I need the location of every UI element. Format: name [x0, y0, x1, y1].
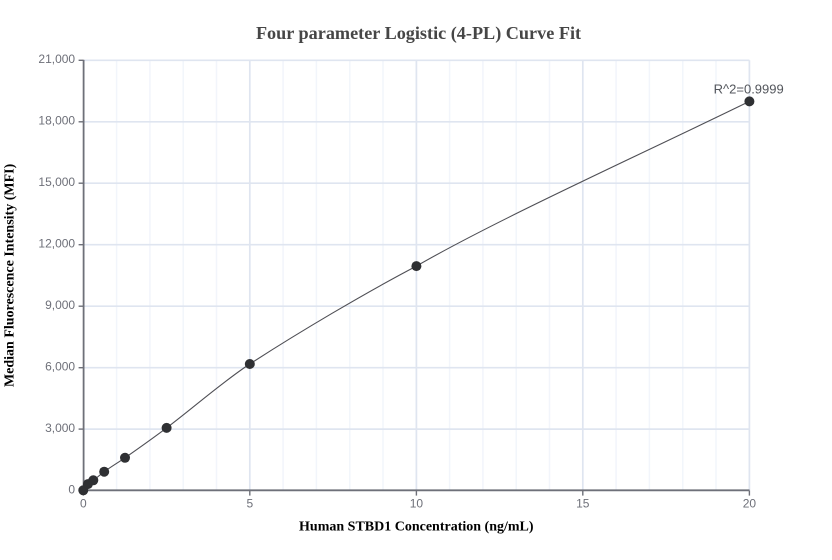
svg-text:0: 0	[68, 482, 75, 496]
svg-text:9,000: 9,000	[45, 298, 75, 312]
svg-text:0: 0	[80, 496, 87, 510]
svg-text:6,000: 6,000	[45, 360, 75, 374]
svg-text:Human STBD1 Concentration (ng/: Human STBD1 Concentration (ng/mL)	[299, 519, 534, 534]
svg-text:12,000: 12,000	[38, 237, 75, 251]
svg-text:15,000: 15,000	[38, 175, 75, 189]
svg-text:Four parameter Logistic (4-PL): Four parameter Logistic (4-PL) Curve Fit	[256, 23, 581, 44]
svg-text:3,000: 3,000	[45, 421, 75, 435]
svg-text:18,000: 18,000	[38, 114, 75, 128]
svg-text:15: 15	[576, 496, 590, 510]
svg-text:10: 10	[410, 496, 424, 510]
svg-text:21,000: 21,000	[38, 52, 75, 66]
svg-text:Median Fluorescence Intensity: Median Fluorescence Intensity (MFI)	[3, 163, 18, 387]
svg-text:5: 5	[246, 496, 253, 510]
svg-text:R^2=0.9999: R^2=0.9999	[714, 82, 784, 97]
svg-text:20: 20	[743, 496, 757, 510]
